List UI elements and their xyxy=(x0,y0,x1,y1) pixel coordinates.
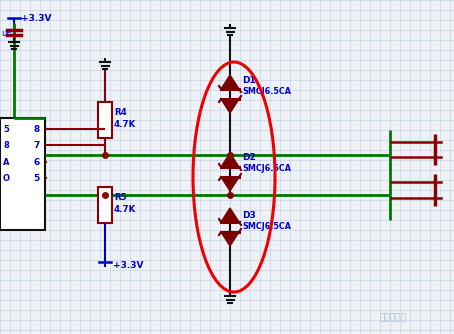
Polygon shape xyxy=(221,208,239,222)
Text: 5: 5 xyxy=(3,125,9,134)
Polygon shape xyxy=(221,232,239,246)
Text: R5: R5 xyxy=(114,192,127,201)
Text: D2: D2 xyxy=(242,153,256,162)
Text: 4.7K: 4.7K xyxy=(114,120,136,129)
Text: 8: 8 xyxy=(3,141,9,150)
Polygon shape xyxy=(221,177,239,191)
Polygon shape xyxy=(221,75,239,89)
Bar xyxy=(98,187,112,223)
Bar xyxy=(98,102,112,138)
Text: 科技老顽童: 科技老顽童 xyxy=(380,314,407,323)
Polygon shape xyxy=(221,99,239,113)
Text: SMCJ6.5CA: SMCJ6.5CA xyxy=(242,222,291,231)
Bar xyxy=(0,118,45,230)
Text: uF: uF xyxy=(1,28,11,37)
Text: 6: 6 xyxy=(34,158,40,167)
Text: 5: 5 xyxy=(34,173,40,182)
Text: 7: 7 xyxy=(34,141,40,150)
Text: A: A xyxy=(3,158,10,167)
Text: 4.7K: 4.7K xyxy=(114,204,136,213)
Text: D1: D1 xyxy=(242,76,256,85)
Text: SMCJ6.5CA: SMCJ6.5CA xyxy=(242,164,291,173)
Polygon shape xyxy=(221,153,239,167)
Text: SMCJ6.5CA: SMCJ6.5CA xyxy=(242,87,291,96)
Text: +3.3V: +3.3V xyxy=(21,13,51,22)
Text: D3: D3 xyxy=(242,211,256,220)
Text: 8: 8 xyxy=(34,125,40,134)
Text: +3.3V: +3.3V xyxy=(113,261,143,270)
Text: R4: R4 xyxy=(114,108,127,117)
Text: O: O xyxy=(3,173,10,182)
